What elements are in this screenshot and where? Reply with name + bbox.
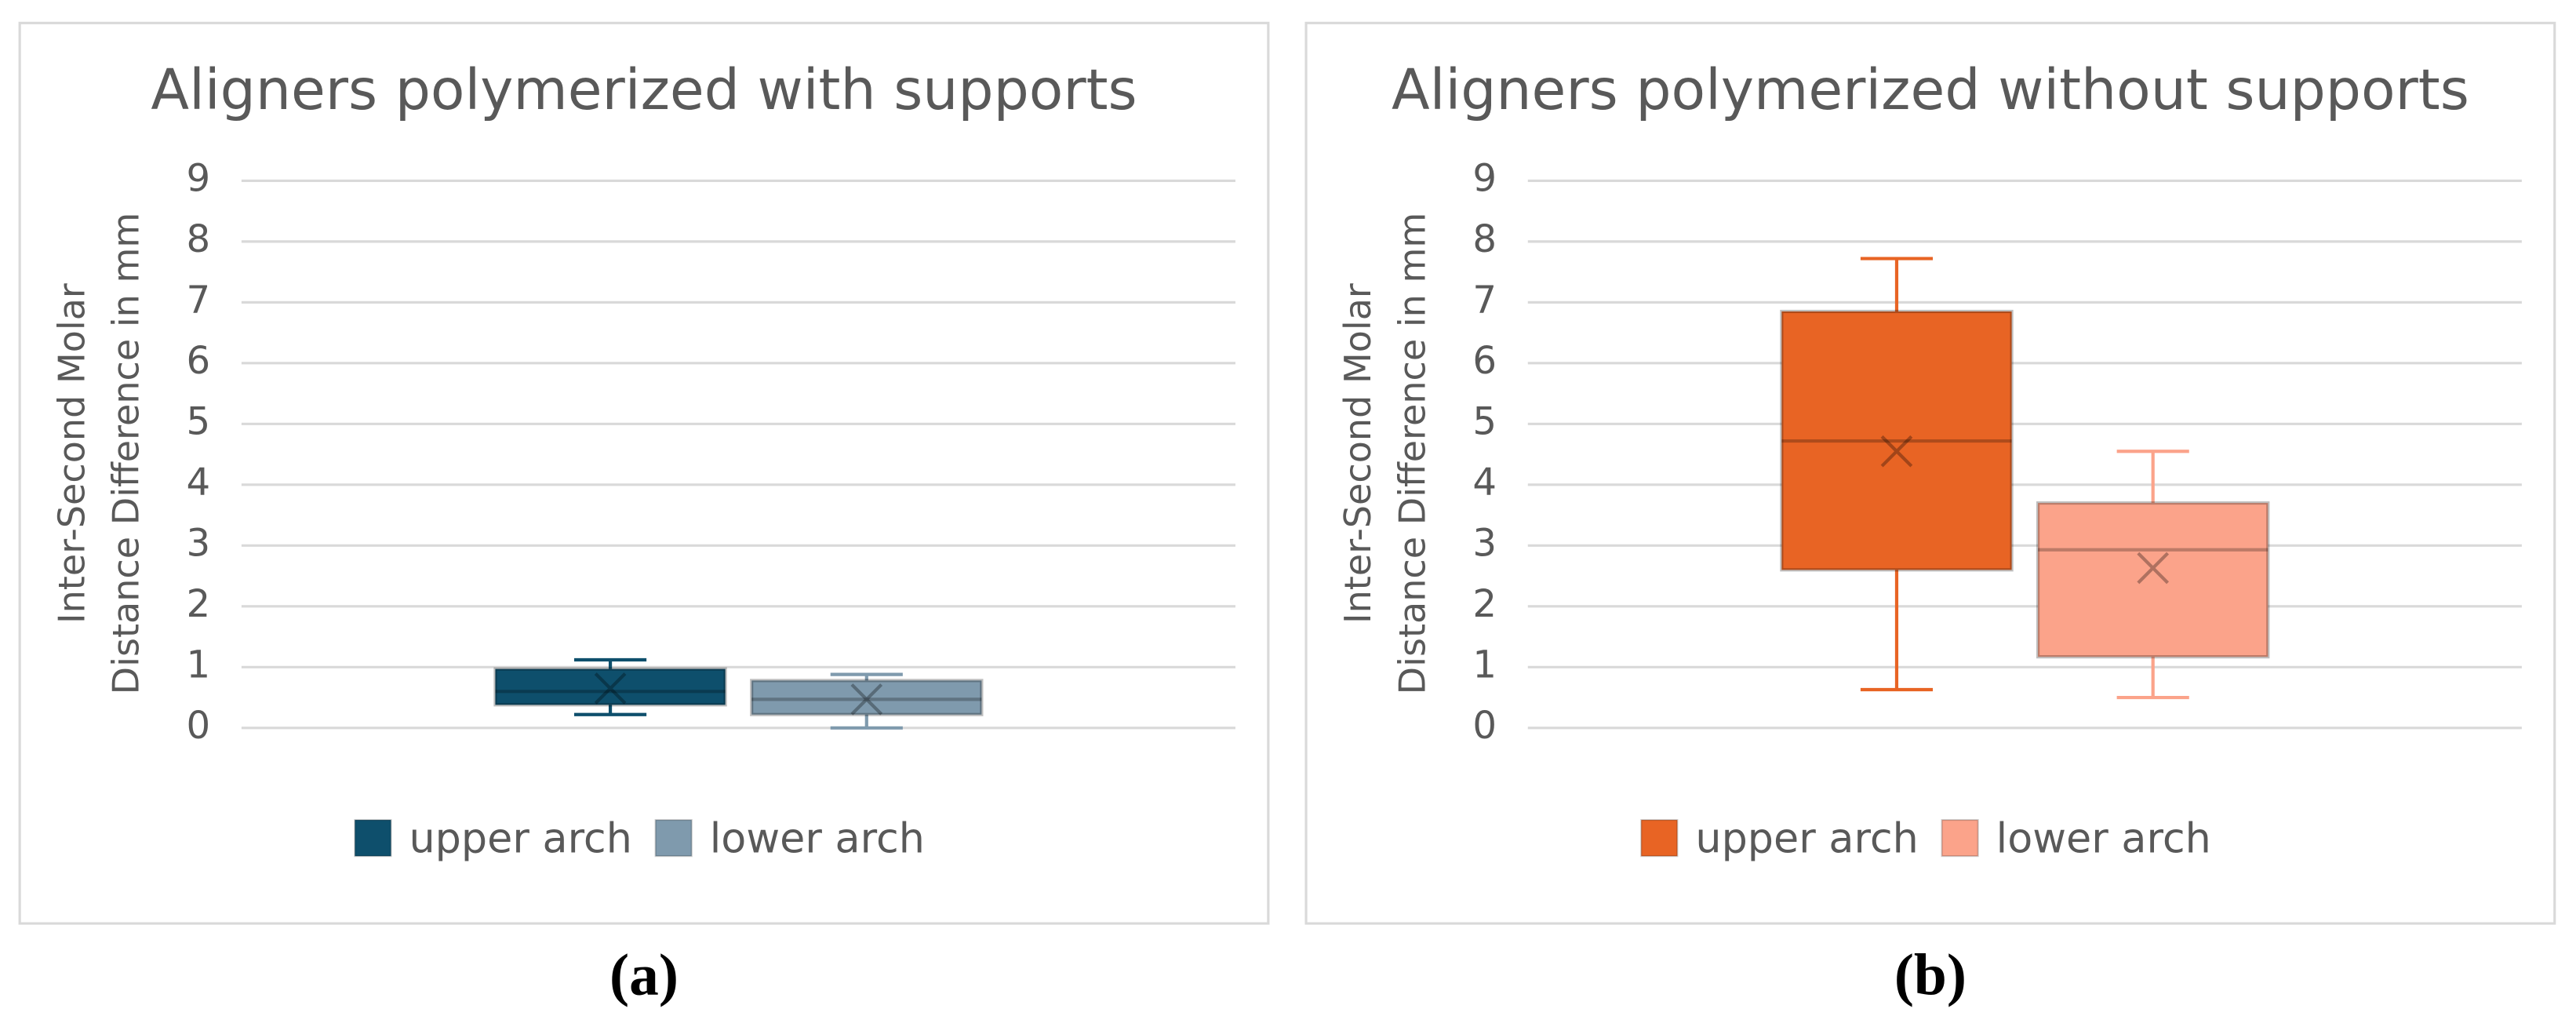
y-tick-label: 2 [1472,582,1497,626]
panel-label: (a) [609,943,679,1008]
legend-label: upper arch [409,814,632,862]
mean-marker [594,672,627,705]
mean-marker [850,683,883,716]
y-tick-label: 9 [1472,156,1497,200]
chart-title: Aligners polymerized without supports [1392,57,2469,122]
legend-label: lower arch [710,814,925,862]
box [1780,309,2014,572]
legend-label: upper arch [1695,814,1918,862]
panel-frame [18,21,1270,925]
mean-marker [2137,552,2170,585]
legend-swatch [654,819,693,858]
y-tick-label: 8 [186,217,210,261]
mean-marker [1880,435,1913,468]
y-tick-label: 4 [186,461,210,504]
y-tick-label: 2 [186,582,210,626]
y-tick-label: 9 [186,156,210,200]
y-tick-label: 1 [1472,643,1497,686]
chart-title: Aligners polymerized with supports [151,57,1137,122]
box [493,667,727,707]
y-tick-label: 0 [1472,704,1497,748]
y-axis-label-line: Distance Difference in mm [1391,213,1433,695]
panel-label: (b) [1894,943,1967,1008]
y-tick-label: 6 [186,339,210,383]
legend-swatch [354,819,392,858]
y-tick-label: 6 [1472,339,1497,383]
y-tick-label: 7 [186,278,210,322]
y-axis-label-line: Inter-Second Molar [50,283,93,624]
y-axis-label: Inter-Second Molar Distance Difference in… [1337,213,1433,695]
y-tick-label: 5 [186,399,210,443]
y-tick-label: 3 [1472,521,1497,565]
y-axis-label-line: Distance Difference in mm [104,213,147,695]
box [2036,501,2270,659]
legend-label: lower arch [1996,814,2211,862]
box [750,679,984,716]
y-axis-label: Inter-Second Molar Distance Difference in… [50,213,147,695]
y-tick-label: 0 [186,704,210,748]
y-tick-label: 8 [1472,217,1497,261]
legend-swatch [1640,819,1679,858]
y-tick-label: 3 [186,521,210,565]
y-tick-label: 7 [1472,278,1497,322]
y-tick-label: 5 [1472,399,1497,443]
y-tick-label: 4 [1472,461,1497,504]
y-axis-label-line: Inter-Second Molar [1337,283,1379,624]
y-tick-label: 1 [186,643,210,686]
legend-swatch [1941,819,1979,858]
